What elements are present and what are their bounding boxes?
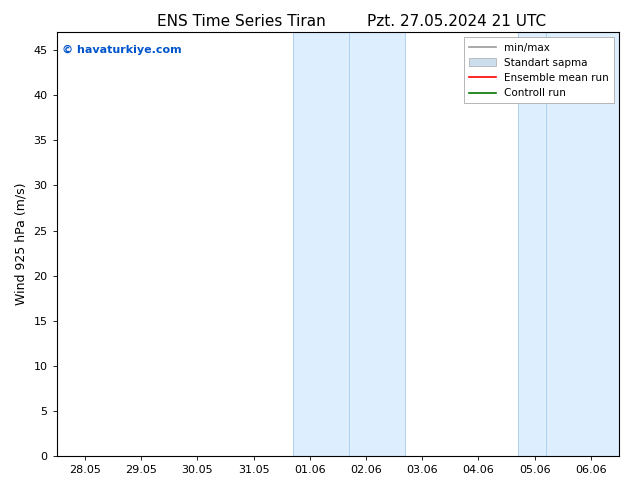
Text: © havaturkiye.com: © havaturkiye.com <box>62 45 182 55</box>
Bar <box>293 32 405 456</box>
Bar <box>518 32 619 456</box>
Text: ENS Time Series Tiran: ENS Time Series Tiran <box>157 14 325 29</box>
Y-axis label: Wind 925 hPa (m/s): Wind 925 hPa (m/s) <box>15 183 28 305</box>
Text: Pzt. 27.05.2024 21 UTC: Pzt. 27.05.2024 21 UTC <box>367 14 546 29</box>
Legend: min/max, Standart sapma, Ensemble mean run, Controll run: min/max, Standart sapma, Ensemble mean r… <box>464 37 614 103</box>
